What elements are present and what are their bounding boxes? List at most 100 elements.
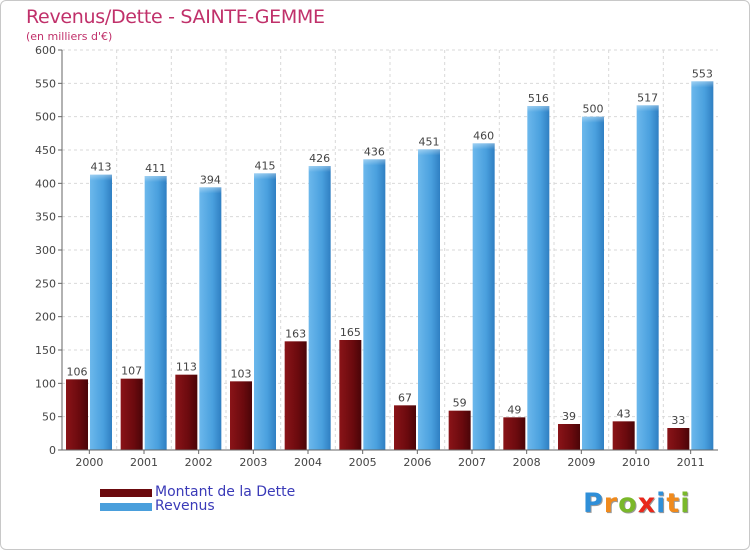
data-label-dette-2000: 106 [67,365,88,378]
bar-revenus-2009 [582,116,604,451]
proxiti-logo: Proxiti [583,488,691,519]
data-label-revenus-2000: 413 [91,161,112,174]
bar-revenus-highlight-2009 [582,116,604,123]
data-label-revenus-2004: 426 [309,152,330,165]
y-tick-label: 200 [35,311,56,324]
data-label-dette-2010: 43 [617,407,631,420]
bar-revenus-2010 [636,105,659,450]
bar-revenus-2011 [691,81,714,450]
bar-revenus-highlight-2004 [308,166,331,172]
x-tick-label-2011: 2011 [677,456,705,469]
data-label-revenus-2007: 460 [473,129,494,142]
data-label-revenus-2001: 411 [145,162,166,175]
x-tick-label-2006: 2006 [403,456,431,469]
x-tick-label-2004: 2004 [294,456,322,469]
legend-label-dette: Montant de la Dette [155,484,296,500]
y-tick-label: 50 [42,411,56,424]
bar-dette-2006 [394,405,416,450]
bar-dette-2011 [667,428,690,450]
bar-revenus-highlight-2002 [199,187,222,194]
data-label-revenus-2006: 451 [419,135,440,148]
data-label-revenus-2005: 436 [364,145,385,158]
data-label-dette-2003: 103 [231,367,252,380]
y-tick-label: 450 [35,144,56,157]
bar-revenus-2008 [527,106,550,450]
logo-letter: i [680,488,691,519]
data-label-revenus-2002: 394 [200,173,221,186]
data-label-dette-2002: 113 [176,361,197,374]
bar-revenus-highlight-2005 [363,159,386,166]
bar-revenus-2006 [418,149,440,451]
bar-revenus-2003 [254,173,276,451]
data-label-dette-2004: 163 [285,327,306,340]
data-label-revenus-2008: 516 [528,92,549,105]
bar-revenus-highlight-2000 [90,174,112,181]
logo-letter: x [637,488,657,519]
y-tick-label: 150 [35,344,56,357]
bar-dette-2010 [612,421,635,450]
bar-dette-2008 [503,417,526,450]
logo-letter: P [583,488,604,519]
legend-swatch-revenus [100,503,152,511]
x-tick-label-2002: 2002 [185,456,213,469]
x-tick-label-2007: 2007 [458,456,486,469]
x-tick-label-2001: 2001 [130,456,158,469]
y-tick-label: 250 [35,277,56,290]
data-label-dette-2005: 165 [340,326,361,339]
bar-revenus-2001 [144,176,167,450]
y-tick-label: 100 [35,377,56,390]
bar-dette-2005 [339,340,362,450]
bar-revenus-2005 [363,159,386,451]
legend-label-revenus: Revenus [155,498,215,514]
data-label-dette-2008: 49 [507,403,521,416]
logo-letter: t [666,488,681,519]
data-label-revenus-2011: 553 [692,67,713,80]
bar-revenus-highlight-2011 [691,81,714,88]
y-tick-label: 300 [35,244,56,257]
y-tick-label: 400 [35,177,56,190]
logo-letter: i [656,488,667,519]
x-tick-label-2003: 2003 [239,456,267,469]
data-label-dette-2001: 107 [121,365,142,378]
bar-revenus-highlight-2007 [472,143,495,150]
bar-revenus-2004 [308,166,331,450]
bar-dette-2001 [120,378,143,450]
bar-revenus-highlight-2006 [418,149,440,156]
logo-letter: r [603,488,619,519]
x-tick-label-2009: 2009 [567,456,595,469]
bar-revenus-2002 [199,187,222,451]
bar-dette-2009 [558,424,580,450]
bar-revenus-highlight-2003 [254,173,276,180]
legend-swatch-dette [100,489,152,497]
data-label-dette-2006: 67 [398,391,412,404]
data-label-revenus-2010: 517 [637,91,658,104]
bar-revenus-2000 [90,174,112,450]
x-tick-label-2008: 2008 [513,456,541,469]
bar-dette-2007 [448,410,471,450]
y-tick-label: 0 [49,444,56,457]
data-label-dette-2011: 33 [671,414,685,427]
data-label-dette-2007: 59 [453,397,467,410]
data-label-revenus-2009: 500 [583,103,604,116]
chart-title: Revenus/Dette - SAINTE-GEMME [26,6,325,28]
data-label-dette-2009: 39 [562,410,576,423]
chart-subtitle: (en milliers d'€) [26,30,113,43]
data-label-revenus-2003: 415 [255,159,276,172]
x-tick-label-2000: 2000 [75,456,103,469]
x-tick-label-2010: 2010 [622,456,650,469]
y-tick-label: 350 [35,211,56,224]
logo-letter: o [618,488,638,519]
bar-dette-2004 [284,341,307,450]
bar-dette-2002 [175,374,198,450]
bar-dette-2003 [230,381,252,450]
bar-revenus-highlight-2001 [144,176,167,182]
bar-revenus-highlight-2010 [636,105,659,112]
x-tick-label-2005: 2005 [349,456,377,469]
bar-revenus-highlight-2008 [527,106,550,112]
y-tick-label: 550 [35,77,56,90]
y-tick-label: 600 [35,44,56,57]
bar-revenus-2007 [472,143,495,451]
bar-dette-2000 [66,379,88,450]
y-tick-label: 500 [35,111,56,124]
